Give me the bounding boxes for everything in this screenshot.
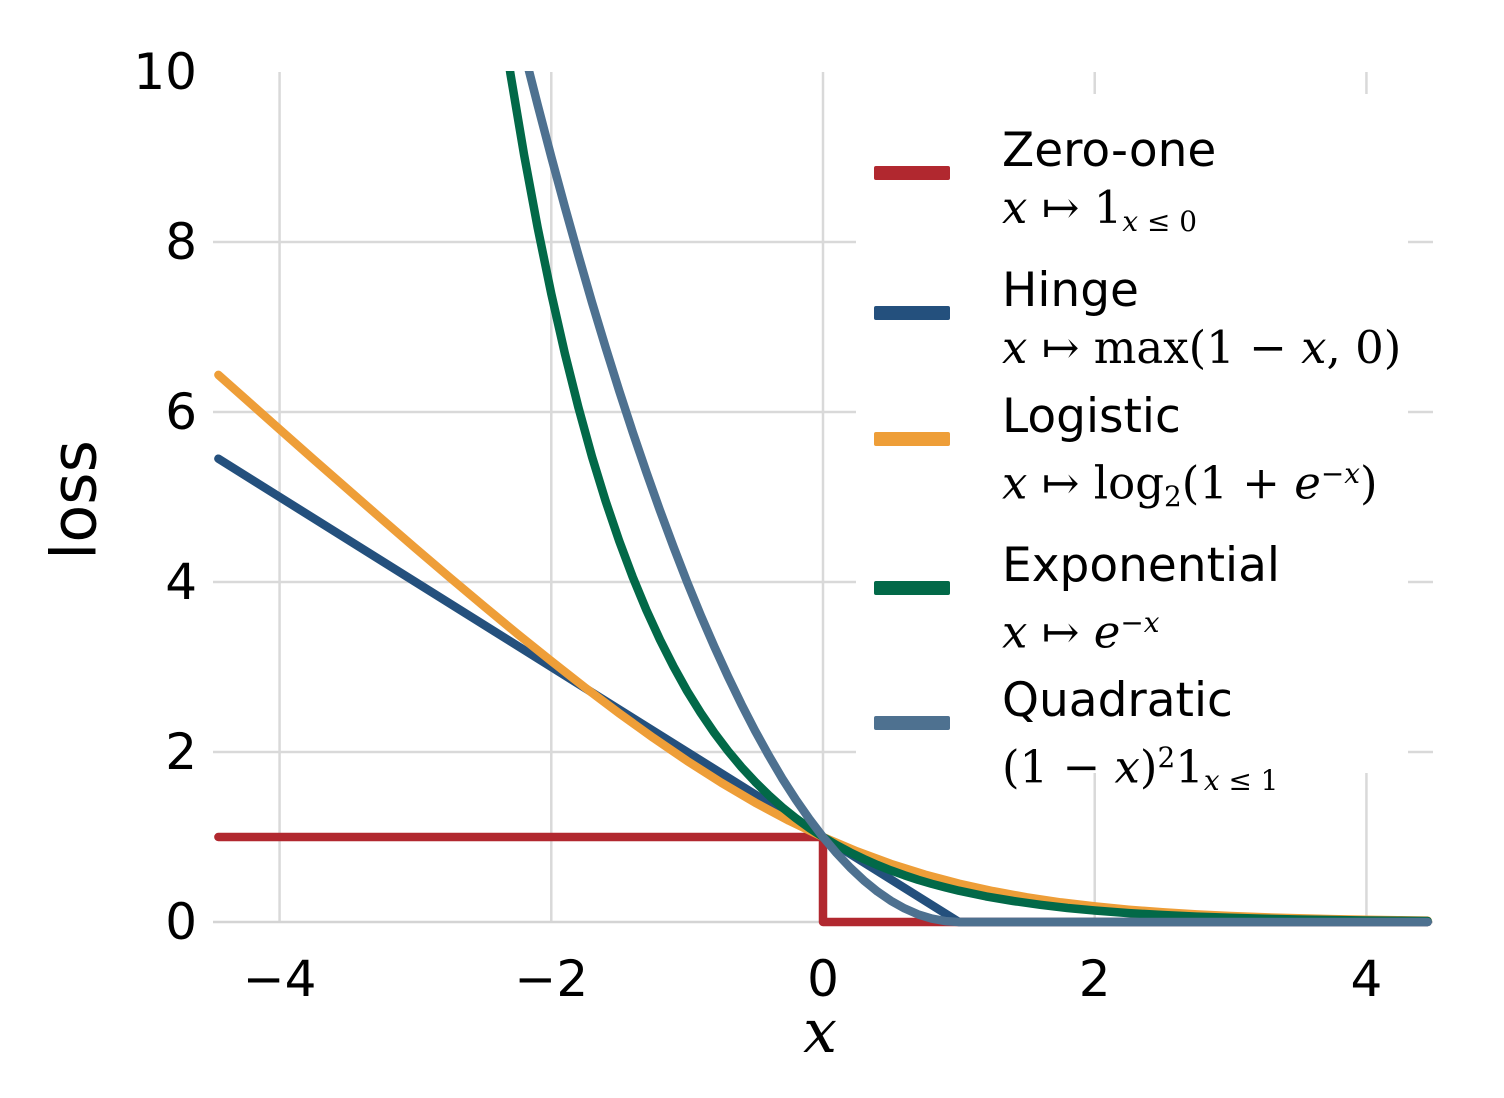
y-tick-label: 0: [165, 893, 197, 951]
curve-zero-one: [214, 832, 1432, 927]
legend-formula: x ↦ log2(1 + e−x): [1002, 456, 1378, 513]
legend-label: Logistic: [1002, 388, 1181, 444]
legend-item: Quadratic (1 − x)21x ≤ 1: [874, 672, 1408, 809]
y-axis-label: loss: [37, 440, 111, 560]
curve-quadratic: [524, 71, 1432, 927]
legend-label: Hinge: [1002, 262, 1139, 318]
legend-item: Logistic x ↦ log2(1 + e−x): [874, 388, 1408, 525]
legend-formula: x ↦ max(1 − x, 0): [1002, 320, 1402, 374]
legend: Zero-one x ↦ 1x ≤ 0 Hinge x ↦ max(1 − x, 0)…: [856, 94, 1408, 797]
legend-swatch: [874, 305, 950, 320]
x-axis-label: x: [803, 997, 837, 1067]
y-tick-label: 8: [165, 213, 197, 271]
y-tick-label: 4: [165, 553, 197, 611]
x-tick-label: 0: [807, 950, 839, 1008]
y-tick-label: 6: [165, 383, 197, 441]
legend-formula: (1 − x)21x ≤ 1: [1002, 740, 1279, 798]
y-tick-label: 10: [133, 43, 197, 101]
legend-item: Zero-one x ↦ 1x ≤ 0: [874, 122, 1408, 250]
legend-item: Exponential x ↦ e−x: [874, 537, 1408, 660]
y-tick-label: 2: [165, 723, 197, 781]
x-tick-label: −2: [514, 950, 588, 1008]
legend-item: Hinge x ↦ max(1 − x, 0): [874, 262, 1408, 376]
legend-swatch: [874, 716, 950, 731]
x-tick-label: −4: [243, 950, 317, 1008]
legend-label: Quadratic: [1002, 673, 1233, 729]
legend-label: Exponential: [1002, 537, 1280, 593]
x-tick-label: 2: [1079, 950, 1111, 1008]
legend-formula: x ↦ e−x: [1002, 605, 1160, 659]
legend-swatch: [874, 166, 950, 180]
legend-swatch: [874, 580, 950, 595]
legend-label: Zero-one: [1002, 123, 1217, 178]
x-tick-label: 4: [1351, 950, 1383, 1008]
legend-swatch: [874, 431, 950, 446]
legend-formula: x ↦ 1x ≤ 0: [1002, 181, 1197, 238]
